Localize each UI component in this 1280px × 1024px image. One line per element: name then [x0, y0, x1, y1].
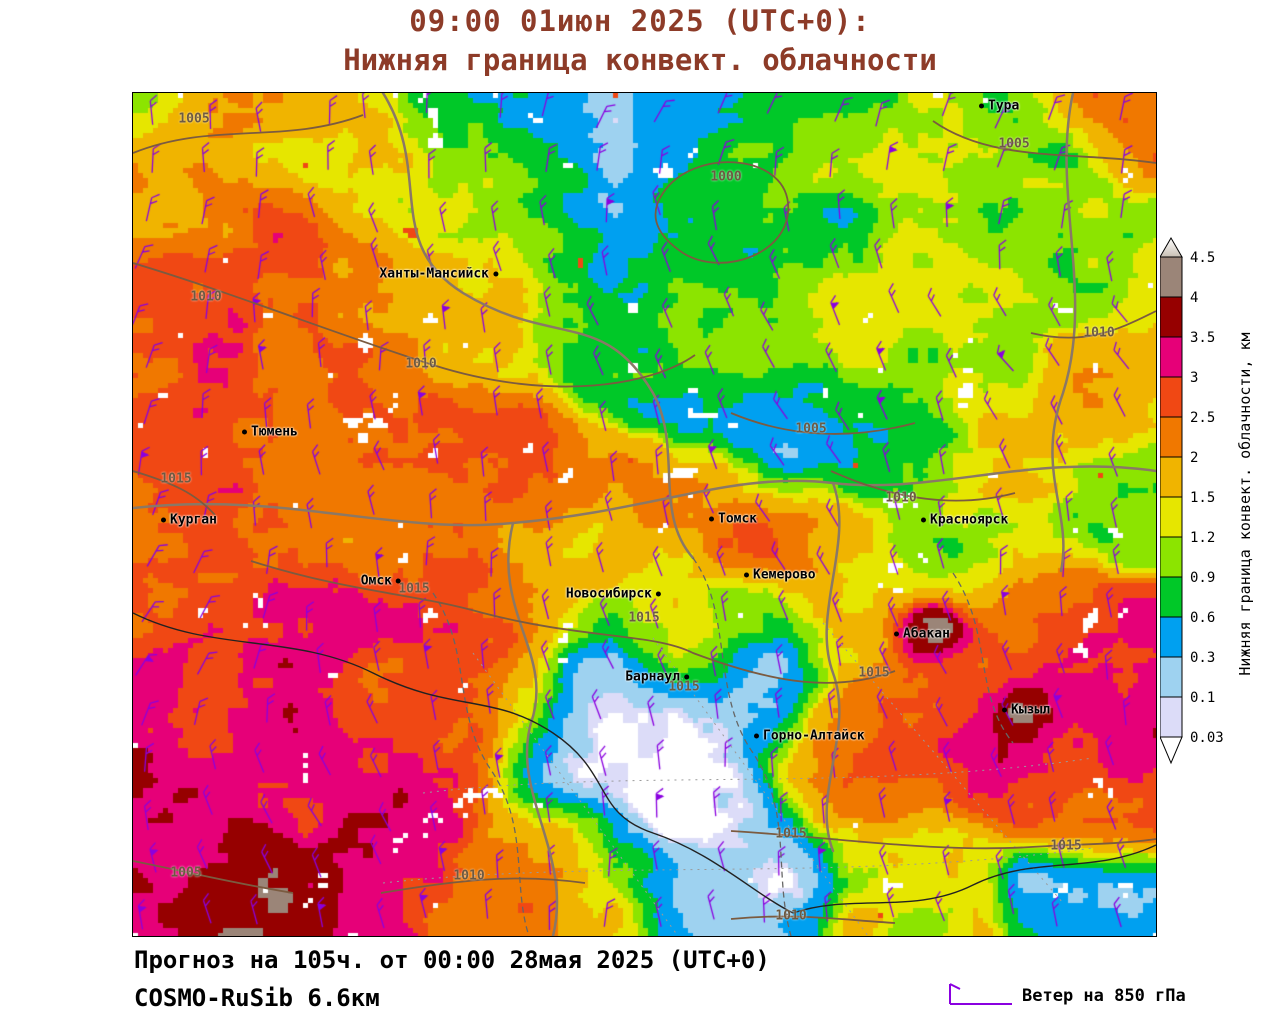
svg-text:4.5: 4.5	[1190, 250, 1215, 266]
svg-text:3: 3	[1190, 370, 1198, 386]
map-frame: 1005 1005 1000 1010 1010 1010 1005 1015 1010 1015…	[132, 92, 1157, 937]
model-info: COSMO-RuSib 6.6км	[134, 984, 380, 1012]
title-datetime: 09:00 01июн 2025 (UTC+0):	[409, 4, 871, 38]
page-title: 09:00 01июн 2025 (UTC+0): Нижняя граница…	[0, 4, 1280, 77]
svg-text:0.03: 0.03	[1190, 730, 1224, 746]
svg-text:1.5: 1.5	[1190, 490, 1215, 506]
colorbar-axis-label: Нижняя граница конвект. облачности, км	[1236, 332, 1254, 676]
wind-legend-label: Ветер на 850 гПа	[1022, 986, 1186, 1006]
title-parameter: Нижняя граница конвект. облачности	[343, 43, 937, 77]
colorbar-scale: 4.5 4 3.5 3 2.5 2 1.5 1.2 0.9 0.6 0.3 0.1 0.03	[1159, 237, 1224, 765]
forecast-info: Прогноз на 105ч. от 00:00 28мая 2025 (UT…	[134, 946, 770, 974]
wind-barb-icon	[949, 983, 1012, 1005]
svg-text:4: 4	[1190, 290, 1198, 306]
svg-text:1.2: 1.2	[1190, 530, 1215, 546]
svg-text:0.3: 0.3	[1190, 650, 1215, 666]
svg-text:3.5: 3.5	[1190, 330, 1215, 346]
svg-text:0.6: 0.6	[1190, 610, 1215, 626]
colorbar: 4.5 4 3.5 3 2.5 2 1.5 1.2 0.9 0.6 0.3 0.1 0.03	[1159, 237, 1280, 801]
svg-text:0.1: 0.1	[1190, 690, 1215, 706]
wind-legend: Ветер на 850 гПа	[948, 980, 1186, 1006]
svg-text:0.9: 0.9	[1190, 570, 1215, 586]
cloud-base-map	[133, 93, 1156, 936]
svg-text:2.5: 2.5	[1190, 410, 1215, 426]
svg-text:2: 2	[1190, 450, 1198, 466]
